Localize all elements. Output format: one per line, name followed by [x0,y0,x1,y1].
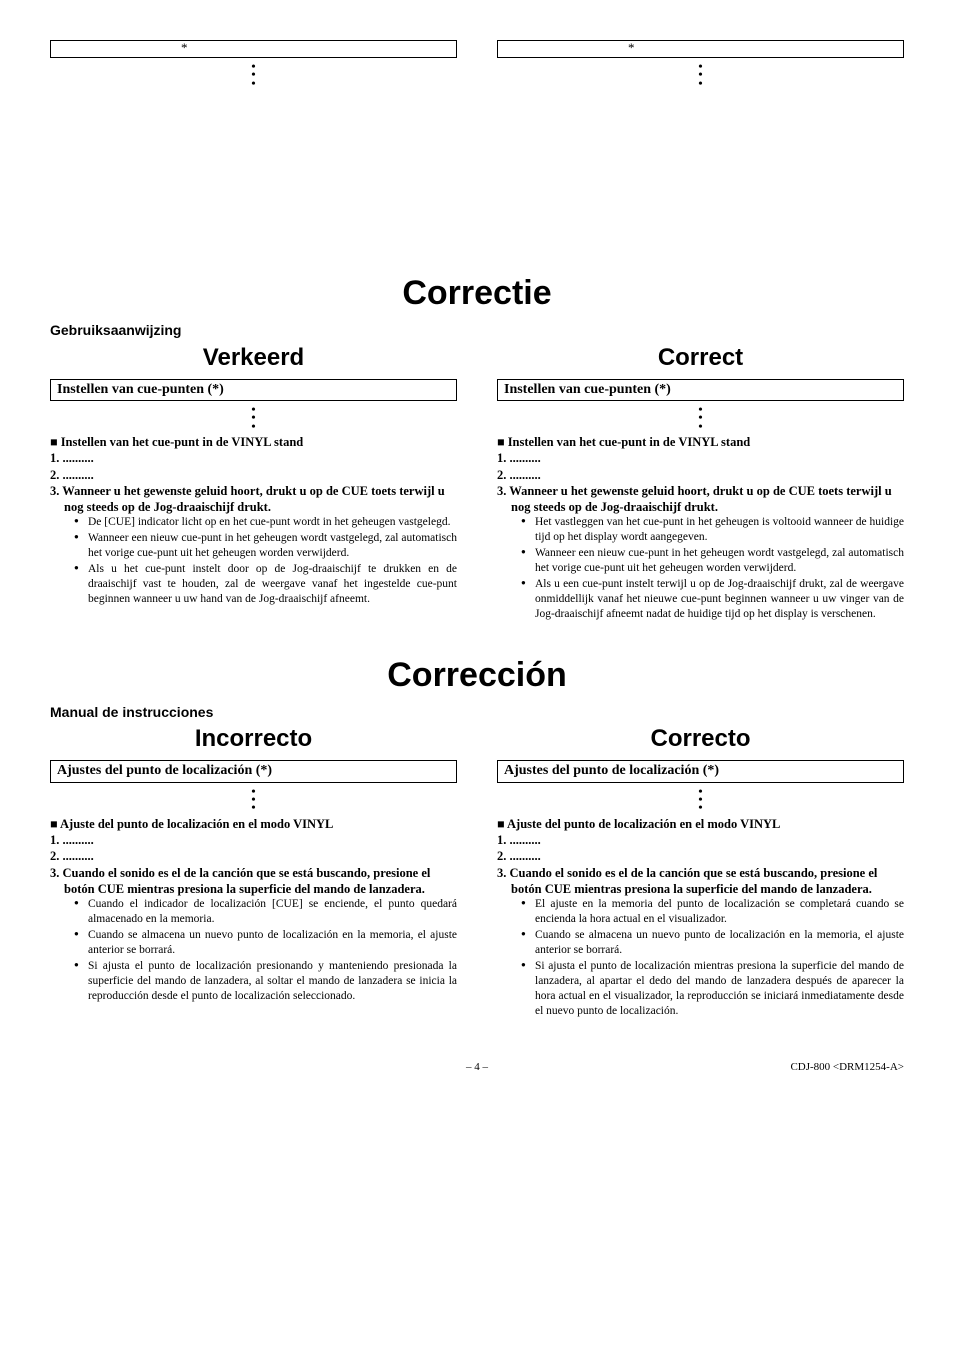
nl-correct-heading: Correct [497,342,904,373]
nl-correct-col: Correct Instellen van cue-punten (*) • •… [497,342,904,623]
es-correct-bullets: El ajuste en la memoria del punto de loc… [497,897,904,1019]
nl-correct-boxed: Instellen van cue-punten (*) [497,379,904,401]
bullet-item: Cuando el indicador de localización [CUE… [78,897,457,927]
vertical-dots: • • • [497,62,904,87]
es-columns: Incorrecto Ajustes del punto de localiza… [50,723,904,1019]
es-correct-sub: ■ Ajuste del punto de localización en el… [497,816,904,832]
nl-wrong-bullets: De [CUE] indicator licht op en het cue-p… [50,515,457,607]
nl-correct-n1: 1. .......... [497,450,904,466]
top-left-star-box: * [50,40,457,58]
nl-correct-step3: 3. Wanneer u het gewenste geluid hoort, … [497,483,904,516]
bullet-item: Wanneer een nieuw cue-punt in het geheug… [78,531,457,561]
nl-correct-sub: ■ Instellen van het cue-punt in de VINYL… [497,434,904,450]
footer-left-spacer [50,1060,250,1074]
es-correct-heading: Correcto [497,723,904,754]
es-wrong-heading: Incorrecto [50,723,457,754]
nl-columns: Verkeerd Instellen van cue-punten (*) • … [50,342,904,623]
vertical-dots: • • • [50,787,457,812]
es-big-title: Corrección [50,653,904,697]
es-wrong-bullets: Cuando el indicador de localización [CUE… [50,897,457,1004]
nl-correct-n2: 2. .......... [497,467,904,483]
top-right-col: * • • • [497,40,904,91]
vertical-dots: • • • [50,62,457,87]
page-footer: – 4 – CDJ-800 <DRM1254-A> [50,1060,904,1074]
es-correct-step3: 3. Cuando el sonido es el de la canción … [497,865,904,898]
es-wrong-boxed: Ajustes del punto de localización (*) [50,760,457,782]
bullet-item: Het vastleggen van het cue-punt in het g… [525,515,904,545]
bullet-item: Als u een cue-punt instelt terwijl u op … [525,577,904,622]
es-wrong-col: Incorrecto Ajustes del punto de localiza… [50,723,457,1019]
bullet-item: Wanneer een nieuw cue-punt in het geheug… [525,546,904,576]
bullet-item: De [CUE] indicator licht op en het cue-p… [78,515,457,530]
es-manual-label: Manual de instrucciones [50,703,904,721]
es-wrong-step3: 3. Cuando el sonido es el de la canción … [50,865,457,898]
top-left-col: * • • • [50,40,457,91]
bullet-item: Cuando se almacena un nuevo punto de loc… [78,928,457,958]
bullet-item: Si ajusta el punto de localización mient… [525,959,904,1019]
nl-wrong-boxed: Instellen van cue-punten (*) [50,379,457,401]
nl-wrong-sub: ■ Instellen van het cue-punt in de VINYL… [50,434,457,450]
star-icon: * [628,40,635,57]
bullet-item: Cuando se almacena un nuevo punto de loc… [525,928,904,958]
vertical-dots: • • • [50,405,457,430]
nl-big-title: Correctie [50,271,904,315]
nl-wrong-heading: Verkeerd [50,342,457,373]
bullet-item: El ajuste en la memoria del punto de loc… [525,897,904,927]
vertical-dots: • • • [497,787,904,812]
es-wrong-sub: ■ Ajuste del punto de localización en el… [50,816,457,832]
es-correct-boxed: Ajustes del punto de localización (*) [497,760,904,782]
vertical-dots: • • • [497,405,904,430]
nl-manual-label: Gebruiksaanwijzing [50,321,904,339]
es-correct-n1: 1. .......... [497,832,904,848]
es-correct-col: Correcto Ajustes del punto de localizaci… [497,723,904,1019]
bullet-item: Als u het cue-punt instelt door op de Jo… [78,562,457,607]
es-wrong-n2: 2. .......... [50,848,457,864]
bullet-item: Si ajusta el punto de localización presi… [78,959,457,1004]
star-icon: * [181,40,188,57]
es-correct-n2: 2. .......... [497,848,904,864]
nl-wrong-n2: 2. .......... [50,467,457,483]
nl-correct-bullets: Het vastleggen van het cue-punt in het g… [497,515,904,622]
page-number: – 4 – [250,1060,704,1074]
nl-wrong-n1: 1. .......... [50,450,457,466]
spacer [50,91,904,211]
top-placeholder-row: * • • • * • • • [50,40,904,91]
model-number: CDJ-800 <DRM1254-A> [704,1060,904,1074]
es-wrong-n1: 1. .......... [50,832,457,848]
top-right-star-box: * [497,40,904,58]
nl-wrong-step3: 3. Wanneer u het gewenste geluid hoort, … [50,483,457,516]
nl-wrong-col: Verkeerd Instellen van cue-punten (*) • … [50,342,457,623]
